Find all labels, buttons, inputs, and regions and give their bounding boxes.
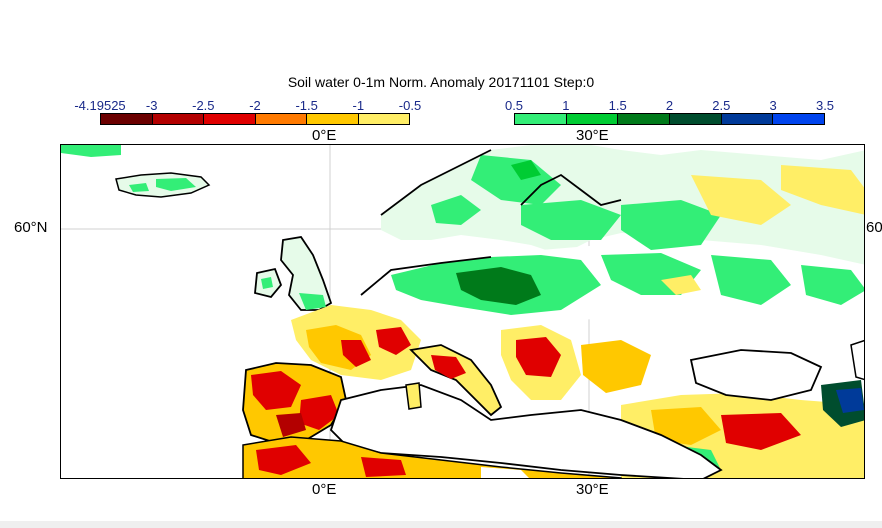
lon-label-bottom-30e: 30°E xyxy=(576,481,609,498)
north-africa xyxy=(242,436,622,478)
legend-negative: -4.19525 -3 -2.5 -2 -1.5 -1 -0.5 xyxy=(74,98,421,128)
legend-positive-swatch xyxy=(773,114,825,124)
legend-positive-label: 1 xyxy=(562,98,570,113)
norway-coast xyxy=(380,149,492,216)
legend-negative-label: -2.5 xyxy=(192,98,215,113)
legend-positive-label: 3 xyxy=(769,98,777,113)
lat-label-right-60: 60 xyxy=(866,219,882,236)
lon-label-bottom-0e: 0°E xyxy=(312,481,337,498)
legend-positive-label: 3.5 xyxy=(815,98,835,113)
legend-positive: 0.5 1 1.5 2 2.5 3 3.5 xyxy=(505,98,834,128)
legend-negative-swatch xyxy=(307,114,359,124)
france-region xyxy=(291,305,421,380)
sardinia xyxy=(405,382,422,410)
legend-negative-label: -1.5 xyxy=(295,98,318,113)
legend-negative-label: -2 xyxy=(249,98,261,113)
scandinavia-region xyxy=(381,145,864,265)
legend-positive-colorbar xyxy=(514,113,825,125)
caspian-sea xyxy=(850,339,864,381)
legend-positive-label: 2 xyxy=(665,98,674,113)
legend-negative-label: -4.19525 xyxy=(74,98,126,113)
legend-positive-label: 1.5 xyxy=(608,98,627,113)
legend-negative-swatch xyxy=(101,114,153,124)
map-title: Soil water 0-1m Norm. Anomaly 20171101 S… xyxy=(287,74,595,90)
legend-positive-label: 0.5 xyxy=(504,98,524,113)
legend-negative-colorbar xyxy=(100,113,410,125)
legend-positive-swatch xyxy=(670,114,722,124)
iceland xyxy=(115,172,211,198)
legend-negative-swatch xyxy=(358,114,409,124)
legend-positive-labels: 0.5 1 1.5 2 2.5 3 3.5 xyxy=(505,98,834,113)
legend-negative-swatch xyxy=(152,114,204,124)
footer-strip xyxy=(0,521,882,528)
baltic-coast xyxy=(520,173,622,206)
legend-negative-swatch xyxy=(255,114,307,124)
lon-label-top-0e: 0°E xyxy=(312,127,337,144)
lon-label-top-30e: 30°E xyxy=(576,127,609,144)
legend-positive-swatch xyxy=(721,114,774,124)
lat-label-left-60n: 60°N xyxy=(14,219,48,236)
legend-negative-label: -1 xyxy=(352,98,365,113)
anomaly-map xyxy=(61,145,864,478)
legend-negative-label: -0.5 xyxy=(398,98,422,113)
legend-negative-labels: -4.19525 -3 -2.5 -2 -1.5 -1 -0.5 xyxy=(74,98,421,113)
greenland-edge xyxy=(61,145,121,157)
legend-positive-swatch xyxy=(618,114,671,124)
legend-negative-label: -3 xyxy=(145,98,158,113)
map-panel xyxy=(60,144,865,479)
legend-negative-swatch xyxy=(204,114,256,124)
legend-positive-swatch xyxy=(566,114,619,124)
british-isles xyxy=(254,236,333,311)
italy-balkans xyxy=(409,325,651,417)
black-sea xyxy=(689,349,823,401)
iberian-peninsula xyxy=(242,362,347,444)
north-sea-coast xyxy=(360,256,492,296)
legend-positive-label: 2.5 xyxy=(712,98,731,113)
central-europe xyxy=(361,245,864,330)
legend-positive-swatch xyxy=(515,114,567,124)
